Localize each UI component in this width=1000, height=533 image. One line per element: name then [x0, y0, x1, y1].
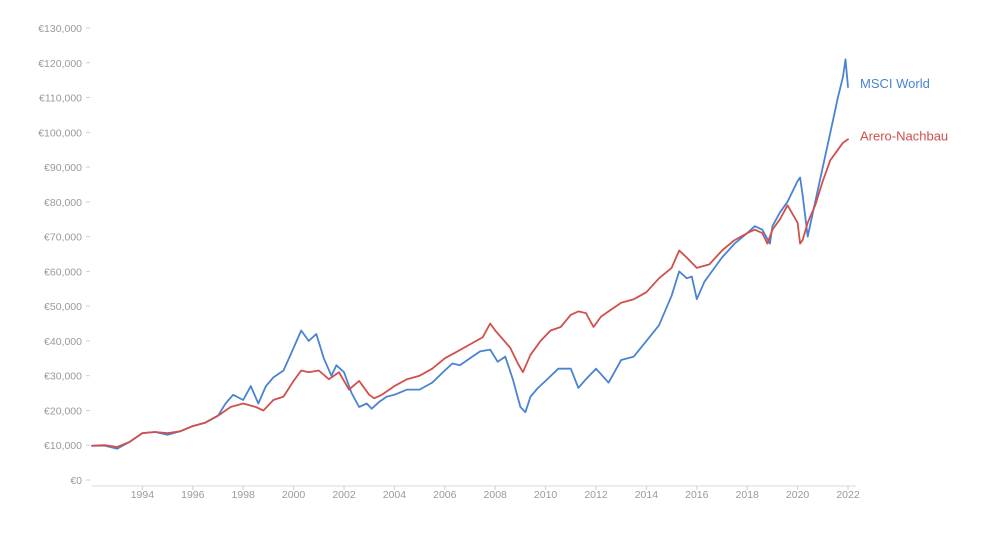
y-tick-label: €50,000 [44, 301, 82, 313]
y-tick-label: €110,000 [39, 93, 82, 105]
x-tick-label: 2008 [484, 489, 508, 501]
x-tick-label: 2016 [685, 489, 709, 501]
series-line-arero-nachbau [91, 138, 849, 448]
x-tick-label: 2000 [282, 489, 306, 501]
y-tick-label: €120,000 [38, 58, 82, 70]
y-tick-label: €20,000 [44, 405, 82, 417]
x-tick-label: 2022 [836, 489, 860, 501]
y-tick-label: €130,000 [38, 23, 82, 35]
x-tick-label: 1994 [131, 489, 155, 501]
series-label-msci-world: MSCI World [860, 76, 930, 91]
series-line-msci-world [91, 58, 849, 450]
y-tick-label: €80,000 [44, 197, 82, 209]
x-tick-label: 2012 [584, 489, 608, 501]
x-tick-label: 2004 [383, 489, 407, 501]
y-tick-label: €0 [70, 475, 82, 487]
x-tick-label: 1996 [181, 489, 205, 501]
y-tick-label: €40,000 [44, 336, 82, 348]
x-tick-label: 1998 [232, 489, 256, 501]
y-tick-label: €70,000 [44, 232, 82, 244]
y-tick-label: €100,000 [38, 127, 82, 139]
x-tick-label: 2018 [736, 489, 760, 501]
x-tick-label: 2006 [433, 489, 457, 501]
x-tick-label: 2014 [635, 489, 659, 501]
y-tick-label: €60,000 [44, 266, 82, 278]
y-tick-label: €30,000 [44, 371, 82, 383]
x-tick-label: 2020 [786, 489, 810, 501]
y-tick-label: €10,000 [44, 440, 82, 452]
y-tick-label: €90,000 [44, 162, 82, 174]
x-tick-label: 2002 [332, 489, 356, 501]
series-label-arero-nachbau: Arero-Nachbau [860, 128, 948, 143]
x-tick-label: 2010 [534, 489, 558, 501]
